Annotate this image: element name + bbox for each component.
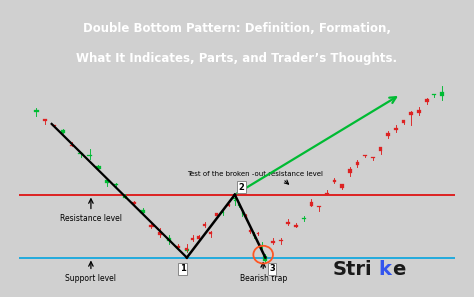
Text: Test of the broken -out resistance level: Test of the broken -out resistance level xyxy=(187,171,323,177)
Bar xyxy=(158,232,163,235)
Bar xyxy=(149,225,154,227)
Bar xyxy=(176,246,180,248)
Bar xyxy=(417,110,421,113)
Bar xyxy=(410,112,413,116)
Bar xyxy=(425,99,428,102)
Bar xyxy=(261,245,263,248)
Text: Stri: Stri xyxy=(333,260,373,279)
Bar xyxy=(325,193,328,194)
Bar xyxy=(294,225,298,227)
Bar xyxy=(401,120,405,123)
Bar xyxy=(279,240,283,241)
Bar xyxy=(228,204,230,206)
Text: Double Bottom Pattern: Definition, Formation,: Double Bottom Pattern: Definition, Forma… xyxy=(83,22,391,35)
Bar xyxy=(34,110,38,112)
Bar xyxy=(198,236,200,238)
Bar xyxy=(286,222,290,224)
Bar xyxy=(185,248,188,250)
Bar xyxy=(123,196,127,198)
Bar xyxy=(246,215,247,218)
Bar xyxy=(43,119,47,121)
Bar xyxy=(356,162,359,165)
Bar xyxy=(234,200,236,201)
Bar xyxy=(348,169,352,173)
Bar xyxy=(114,184,118,185)
Bar xyxy=(440,91,444,96)
Text: e: e xyxy=(392,260,405,279)
Bar xyxy=(70,145,74,146)
Bar xyxy=(87,154,91,156)
Bar xyxy=(52,124,56,126)
Bar xyxy=(253,234,255,236)
Bar xyxy=(363,155,367,156)
Text: Resistance level: Resistance level xyxy=(60,214,122,223)
Bar xyxy=(132,202,136,204)
Bar xyxy=(203,224,206,226)
Bar xyxy=(371,157,375,158)
Bar xyxy=(140,210,145,214)
Text: k: k xyxy=(379,260,392,279)
Bar xyxy=(271,241,275,243)
Bar xyxy=(238,204,239,206)
Bar xyxy=(317,206,321,207)
Bar xyxy=(264,257,266,260)
Text: What It Indicates, Parts, and Trader’s Thoughts.: What It Indicates, Parts, and Trader’s T… xyxy=(76,52,398,65)
Bar xyxy=(233,198,236,199)
Bar xyxy=(79,153,83,154)
Bar xyxy=(105,180,109,183)
Bar xyxy=(249,230,251,232)
Bar xyxy=(216,213,218,216)
Bar xyxy=(167,238,171,241)
Bar xyxy=(191,238,194,240)
Bar xyxy=(257,233,259,234)
Bar xyxy=(264,256,267,260)
Bar xyxy=(61,130,65,133)
Text: Support level: Support level xyxy=(65,274,117,283)
Bar xyxy=(242,212,243,214)
Bar xyxy=(96,166,100,169)
Bar xyxy=(432,94,436,95)
Text: 3: 3 xyxy=(269,264,275,274)
Bar xyxy=(394,128,398,130)
Text: 2: 2 xyxy=(238,183,244,192)
Bar xyxy=(185,249,189,251)
Bar xyxy=(386,133,390,136)
Bar xyxy=(333,180,337,182)
Bar xyxy=(302,218,306,219)
Bar xyxy=(221,211,224,213)
Bar xyxy=(379,147,383,151)
Text: 1: 1 xyxy=(180,264,185,274)
Text: Bearish trap: Bearish trap xyxy=(239,274,287,283)
Bar xyxy=(310,202,313,206)
Bar xyxy=(210,232,212,234)
Bar xyxy=(340,184,344,188)
